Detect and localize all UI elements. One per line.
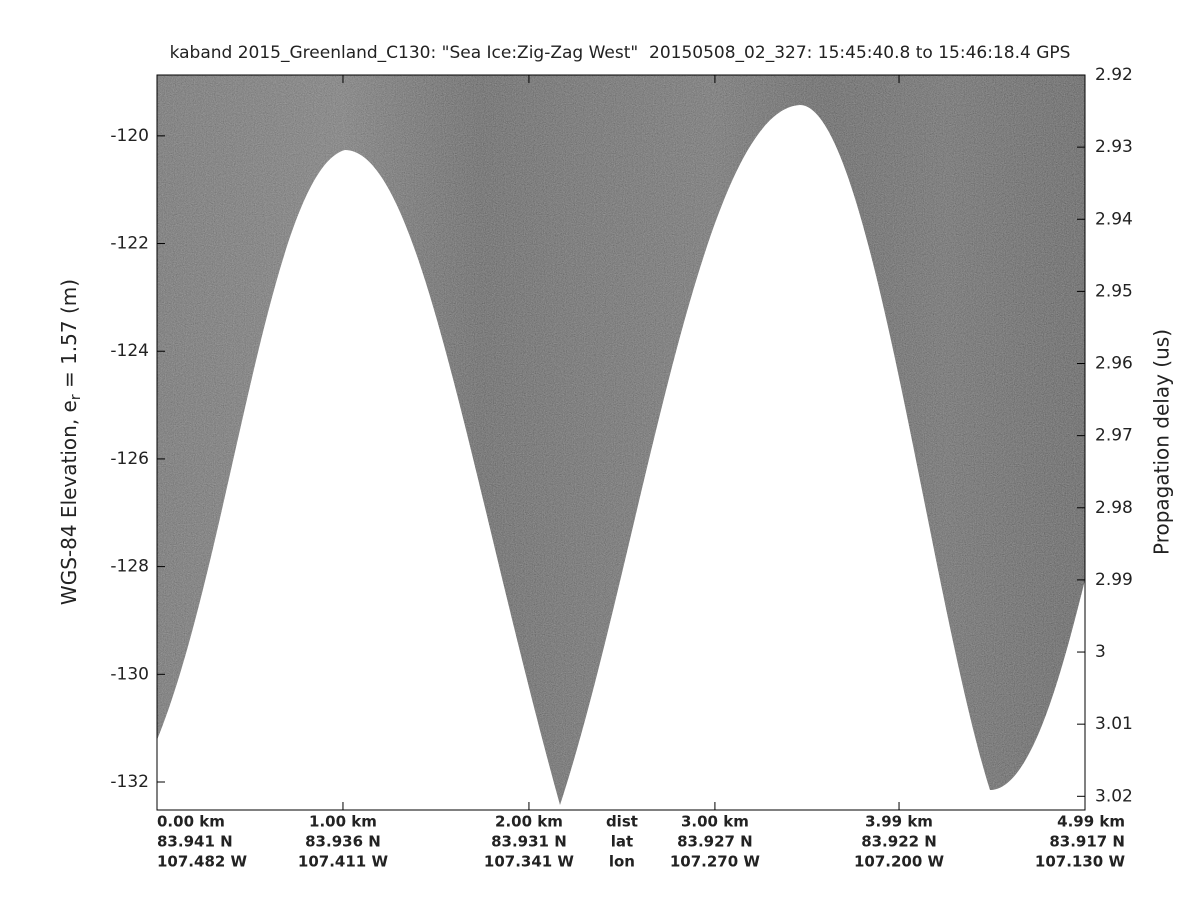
y2-axis-label: Propagation delay (us) bbox=[1150, 329, 1174, 555]
y2-tick-label: 2.97 bbox=[1095, 426, 1133, 446]
y2-tick-label: 2.96 bbox=[1095, 354, 1133, 374]
x-tick-label: 3.00 km bbox=[681, 813, 749, 831]
x-lat-label: 83.927 N bbox=[677, 833, 753, 851]
y2-tick-label: 2.95 bbox=[1095, 281, 1133, 301]
x-lat-label: 83.936 N bbox=[305, 833, 381, 851]
y2-tick-label: 3.02 bbox=[1095, 786, 1133, 806]
y-tick-label: -120 bbox=[110, 126, 149, 146]
y-tick-label: -132 bbox=[110, 772, 149, 792]
x-tick-label: 1.00 km bbox=[309, 813, 377, 831]
y2-tick-label: 2.94 bbox=[1095, 209, 1133, 229]
no-data-region bbox=[157, 105, 1085, 810]
plot-frame bbox=[156, 74, 1086, 811]
chart-title: kaband 2015_Greenland_C130: "Sea Ice:Zig… bbox=[170, 43, 1071, 63]
y2-tick-label: 2.93 bbox=[1095, 137, 1133, 157]
echogram-image bbox=[157, 75, 1085, 810]
y-tick-label: -122 bbox=[110, 234, 149, 254]
row-label: lat bbox=[611, 833, 633, 851]
x-lat-label: 83.931 N bbox=[491, 833, 567, 851]
x-lat-label: 83.917 N bbox=[1049, 833, 1125, 851]
x-lat-label: 83.941 N bbox=[157, 833, 233, 851]
y-tick-label: -124 bbox=[110, 341, 149, 361]
y-axis-label: WGS-84 Elevation, er = 1.57 (m) bbox=[57, 279, 85, 605]
x-lon-label: 107.200 W bbox=[854, 853, 945, 871]
y-label-suffix: = 1.57 (m) bbox=[57, 279, 81, 394]
x-lon-label: 107.411 W bbox=[298, 853, 389, 871]
y-tick-label: -126 bbox=[110, 449, 149, 469]
y-tick-label: -128 bbox=[110, 557, 149, 577]
y-tick-label: -130 bbox=[110, 664, 149, 684]
row-label: lon bbox=[609, 853, 635, 871]
y2-tick-label: 2.99 bbox=[1095, 570, 1133, 590]
x-tick-label: 0.00 km bbox=[157, 813, 225, 831]
x-lon-label: 107.130 W bbox=[1035, 853, 1126, 871]
x-lon-label: 107.270 W bbox=[670, 853, 761, 871]
x-tick-label: 4.99 km bbox=[1057, 813, 1125, 831]
x-lon-label: 107.341 W bbox=[484, 853, 575, 871]
y2-tick-label: 3.01 bbox=[1095, 714, 1133, 734]
x-tick-label: 3.99 km bbox=[865, 813, 933, 831]
y2-tick-label: 2.98 bbox=[1095, 498, 1133, 518]
y-label-text: WGS-84 Elevation, e bbox=[57, 400, 81, 605]
x-tick-label: 2.00 km bbox=[495, 813, 563, 831]
row-label: dist bbox=[606, 813, 638, 831]
y2-tick-label: 2.92 bbox=[1095, 65, 1133, 85]
x-lat-label: 83.922 N bbox=[861, 833, 937, 851]
x-lon-label: 107.482 W bbox=[157, 853, 248, 871]
y-label-subscript: r bbox=[68, 394, 84, 400]
y2-tick-label: 3 bbox=[1095, 642, 1106, 662]
